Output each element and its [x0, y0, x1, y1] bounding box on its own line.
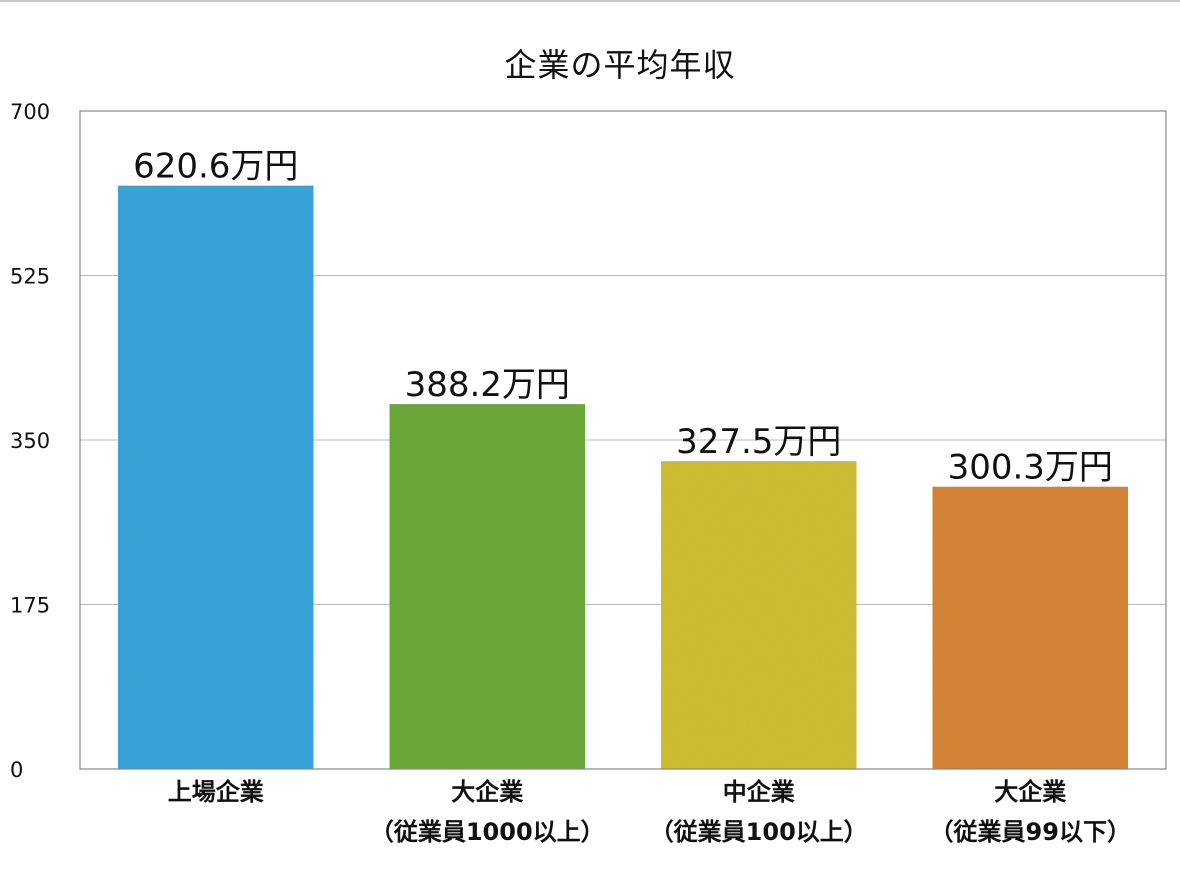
x-category-sublabel: （従業員99以下） — [930, 818, 1131, 846]
y-tick-label: 525 — [10, 265, 50, 289]
bar — [118, 185, 314, 770]
x-category-sublabel: （従業員100以上） — [650, 818, 868, 846]
plot-frame — [79, 110, 1167, 770]
x-category-label: 大企業 — [451, 778, 523, 806]
top-divider — [0, 0, 1180, 2]
chart-title: 企業の平均年収 — [504, 46, 736, 84]
x-category-label: 中企業 — [723, 778, 795, 806]
x-category-label: 大企業 — [994, 778, 1066, 806]
x-category-sublabel: （従業員1000以上） — [370, 818, 605, 846]
y-tick-label: 700 — [10, 100, 50, 124]
data-label: 300.3万円 — [948, 448, 1113, 488]
y-tick-label: 350 — [10, 429, 50, 453]
data-label: 327.5万円 — [676, 422, 841, 462]
y-tick-label: 0 — [10, 758, 23, 782]
bar — [389, 404, 585, 769]
bar — [932, 486, 1128, 769]
x-category-label: 上場企業 — [168, 778, 264, 806]
data-label: 620.6万円 — [133, 147, 298, 187]
data-label: 388.2万円 — [405, 365, 570, 405]
bar — [661, 461, 857, 769]
y-tick-label: 175 — [10, 594, 50, 618]
